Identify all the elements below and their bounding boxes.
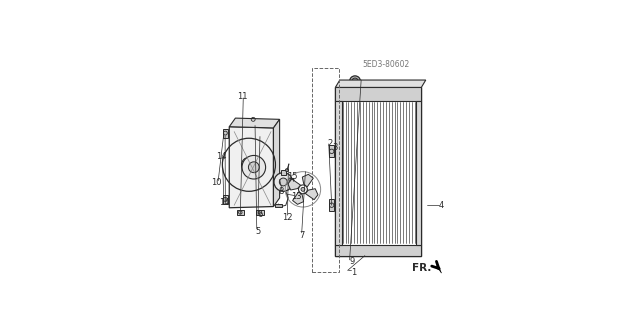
Text: 7: 7 (299, 231, 305, 240)
Bar (335, 101, 342, 245)
Text: 4: 4 (439, 201, 444, 210)
Circle shape (248, 162, 259, 173)
Text: 5: 5 (255, 227, 261, 236)
Text: 9: 9 (350, 257, 355, 266)
Polygon shape (223, 129, 228, 138)
Text: 14: 14 (216, 152, 227, 161)
Circle shape (290, 179, 294, 183)
Text: 10: 10 (211, 178, 221, 187)
Circle shape (285, 169, 289, 172)
Polygon shape (292, 192, 303, 204)
Bar (256, 210, 264, 215)
Polygon shape (273, 119, 280, 206)
Bar (237, 210, 244, 215)
Bar (312, 68, 339, 272)
Text: 13: 13 (291, 192, 301, 201)
Text: 14: 14 (220, 198, 230, 207)
Circle shape (274, 173, 292, 191)
Circle shape (242, 155, 266, 179)
Polygon shape (329, 145, 334, 158)
Bar (416, 101, 421, 245)
Text: 15: 15 (287, 172, 297, 181)
Polygon shape (305, 189, 318, 200)
Circle shape (301, 187, 305, 191)
Polygon shape (329, 199, 334, 211)
Circle shape (246, 161, 252, 168)
Circle shape (349, 76, 360, 87)
Circle shape (291, 180, 293, 182)
Polygon shape (335, 80, 426, 87)
Polygon shape (288, 179, 301, 190)
Text: 3: 3 (332, 143, 337, 152)
Circle shape (352, 78, 358, 85)
Text: 12: 12 (282, 212, 292, 222)
Polygon shape (229, 118, 280, 128)
Polygon shape (223, 195, 228, 204)
Text: 5ED3-80602: 5ED3-80602 (362, 60, 410, 69)
Text: 8: 8 (278, 187, 284, 196)
Text: 1: 1 (351, 268, 356, 277)
Text: 2: 2 (328, 139, 333, 148)
Text: 11: 11 (237, 92, 248, 101)
Bar (335, 87, 421, 101)
Text: 6: 6 (257, 210, 262, 219)
Polygon shape (436, 266, 442, 273)
Polygon shape (302, 174, 314, 187)
Circle shape (280, 178, 287, 186)
Bar (335, 245, 421, 256)
Polygon shape (229, 127, 273, 208)
Bar (275, 204, 282, 207)
Bar (281, 170, 285, 175)
Text: FR.: FR. (412, 263, 432, 273)
